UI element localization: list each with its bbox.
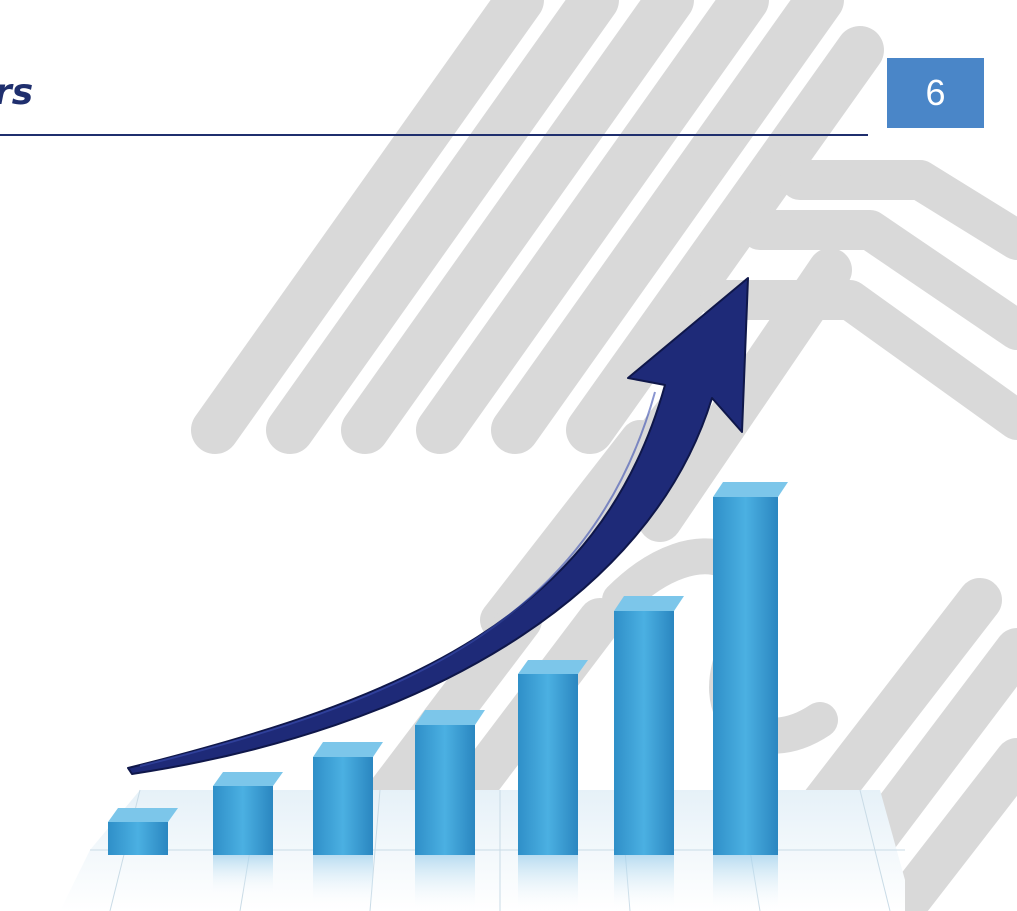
- slide-title: rs: [0, 72, 34, 113]
- page-number-badge: 6: [887, 58, 984, 128]
- bar-5: [518, 660, 588, 911]
- title-divider: [0, 134, 868, 136]
- bar-3: [313, 742, 383, 905]
- bar-1: [108, 808, 178, 855]
- bar-2: [213, 772, 283, 895]
- upward-trend-arrow-icon: [127, 277, 749, 775]
- bar-4: [415, 710, 485, 911]
- bar-6: [614, 596, 684, 911]
- bar-7: [713, 482, 788, 911]
